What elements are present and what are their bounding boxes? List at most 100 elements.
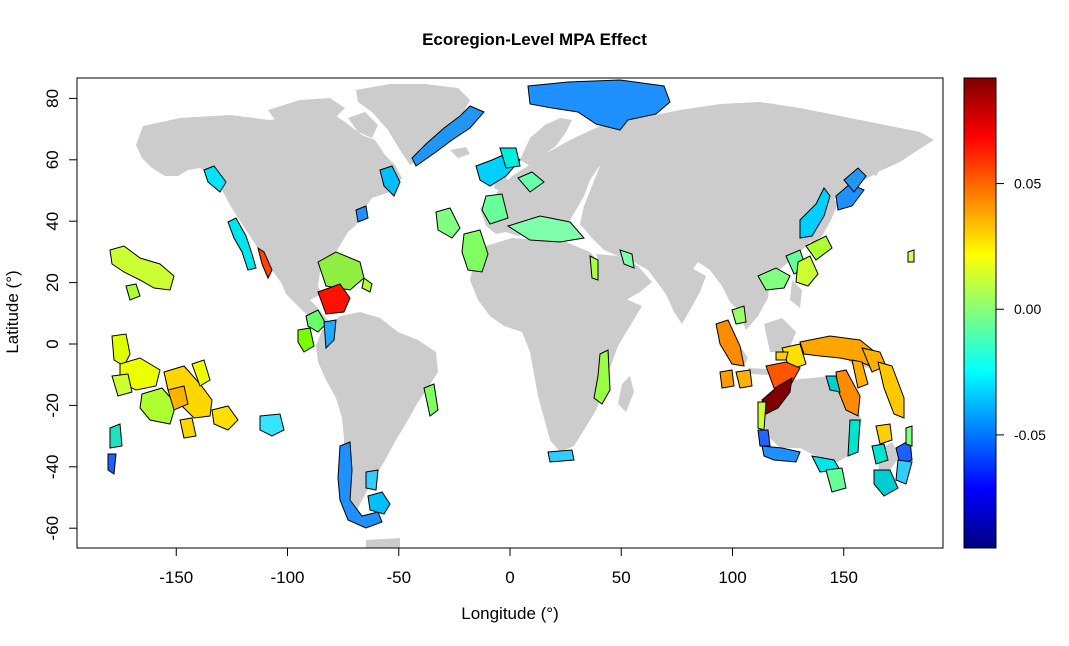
ecoregion-gulf-of-california	[257, 246, 273, 280]
ecoregion-fiji-edge	[905, 425, 913, 447]
ecoregion-tasmania	[825, 467, 847, 493]
colorbar-tick-label: -0.05	[1014, 427, 1046, 443]
landmass-iceland	[450, 147, 470, 158]
y-tick-label: 0	[43, 339, 62, 348]
x-tick-label: -100	[270, 568, 304, 587]
ecoregion-banda	[775, 351, 789, 361]
landmass-scandinavia	[520, 118, 572, 166]
ecoregion-gbr-cyan	[825, 375, 841, 393]
ecoregion-great-australian-bight	[761, 445, 801, 463]
x-tick-label: 100	[718, 568, 746, 587]
landmass-south-america	[316, 312, 438, 520]
ecoregion-east-africa	[593, 349, 611, 405]
ecoregion-baltic	[517, 171, 545, 193]
ecoregion-sumatra-west	[715, 319, 745, 367]
ecoregion-kermadec	[109, 423, 123, 449]
ecoregion-coral-sea	[851, 359, 869, 389]
x-tick-label: -50	[386, 568, 411, 587]
chart-title: Ecoregion-Level MPA Effect	[422, 30, 647, 49]
ecoregion-galapagos	[297, 327, 315, 353]
ecoregion-polynesia-c	[139, 387, 177, 425]
ecoregion-lord-howe	[871, 443, 889, 465]
landmass-europe	[480, 138, 600, 236]
landmass-borneo	[764, 318, 796, 352]
ecoregion-nz-north	[895, 439, 913, 465]
landmass-arabia	[596, 254, 652, 300]
colorbar-axis: 0.05 0.00 -0.05	[996, 176, 1046, 443]
ecoregion-new-caledonia	[875, 423, 893, 445]
landmass-madagascar	[618, 376, 634, 412]
ecoregion-andaman	[731, 305, 747, 325]
ecoregion-line-islands	[111, 333, 131, 367]
x-tick-label: 150	[830, 568, 858, 587]
ecoregion-red-sea	[589, 255, 599, 281]
ecoregion-ningaloo	[757, 401, 767, 431]
ecoregion-marquesas	[191, 359, 211, 387]
ecoregion-hawaii	[109, 245, 175, 291]
ecoregion-pitcairn	[179, 417, 197, 439]
y-tick-label: 20	[43, 273, 62, 292]
ecoregion-falklands	[367, 491, 391, 515]
y-tick-label: -60	[43, 516, 62, 541]
landmass-japan	[808, 196, 838, 244]
ecoregion-hawaii-small	[125, 283, 141, 301]
land-layer	[136, 84, 934, 548]
colorbar	[963, 77, 997, 549]
landmass-baffin	[348, 112, 378, 138]
x-axis: -150 -100 -50 0 50 100 150	[159, 548, 858, 587]
landmass-antarctica	[366, 538, 400, 548]
landmass-australia	[762, 376, 862, 464]
colorbar-tick-label: 0.00	[1014, 301, 1041, 317]
y-tick-label: 40	[43, 212, 62, 231]
ecoregion-california	[227, 217, 257, 271]
ecoregion-east-australia	[847, 419, 861, 457]
ecoregion-panama-pacific	[305, 309, 327, 333]
ecoregion-sea-of-japan	[799, 187, 831, 239]
y-tick-label: -40	[43, 455, 62, 480]
ecoregion-kuril	[835, 183, 865, 211]
ecoregion-gulf-of-mexico	[317, 251, 365, 291]
ecoregion-patagonia-shelf	[365, 469, 379, 491]
ecoregion-caribbean	[317, 283, 351, 315]
landmass-kamchatka	[860, 140, 888, 176]
ecoregion-newfoundland	[379, 165, 401, 197]
ecoregion-polynesia-e	[167, 385, 189, 411]
ecoregion-celtic-seas	[481, 193, 509, 225]
ecoregion-gulf-of-alaska	[203, 165, 227, 193]
x-tick-label: -150	[159, 568, 193, 587]
ecoregion-easter	[259, 413, 285, 437]
ecoregion-southwest-australia	[757, 429, 771, 447]
ecoregion-new-guinea-north	[799, 335, 881, 369]
ecoregion-mediterranean	[506, 215, 585, 243]
ecoregion-gulf-of-maine	[355, 205, 369, 223]
y-tick-label: 80	[43, 89, 62, 108]
ecoregion-southwest-pacific-edge	[107, 453, 117, 475]
ecoregion-chile	[337, 441, 383, 529]
ecoregion-barents-sea	[527, 79, 671, 131]
landmass-asia	[570, 102, 934, 312]
y-tick-label: -20	[43, 393, 62, 418]
landmass-north-america	[136, 112, 402, 300]
ecoregion-solomon	[877, 361, 905, 419]
ecoregion-japan	[805, 235, 833, 261]
x-tick-label: 0	[505, 568, 514, 587]
ecoregion-east-greenland	[411, 105, 485, 167]
ecoregion-kamchatka-sea	[843, 167, 867, 193]
y-axis: 80 60 40 20 0 -20 -40 -60	[43, 89, 77, 541]
y-tick-label: 60	[43, 150, 62, 169]
landmass-india	[660, 266, 706, 324]
ecoregion-austral	[211, 405, 239, 431]
colorbar-tick-label: 0.05	[1014, 176, 1041, 192]
ecoregion-azores	[435, 207, 461, 239]
ecoregion-north-pacific-edge	[907, 249, 915, 263]
ecoregion-northwest-shelf	[761, 377, 793, 415]
ecoregion-java-south-b	[735, 369, 753, 389]
ecoregion-java-south	[719, 369, 735, 389]
ecoregion-east-china-sea	[795, 255, 819, 287]
landmass-greenland	[356, 84, 470, 165]
ecoregion-south-china-sea	[757, 267, 791, 291]
ecoregion-agulhas	[547, 449, 575, 463]
x-axis-label: Longitude (°)	[461, 604, 559, 623]
ecoregions-layer	[107, 79, 915, 529]
